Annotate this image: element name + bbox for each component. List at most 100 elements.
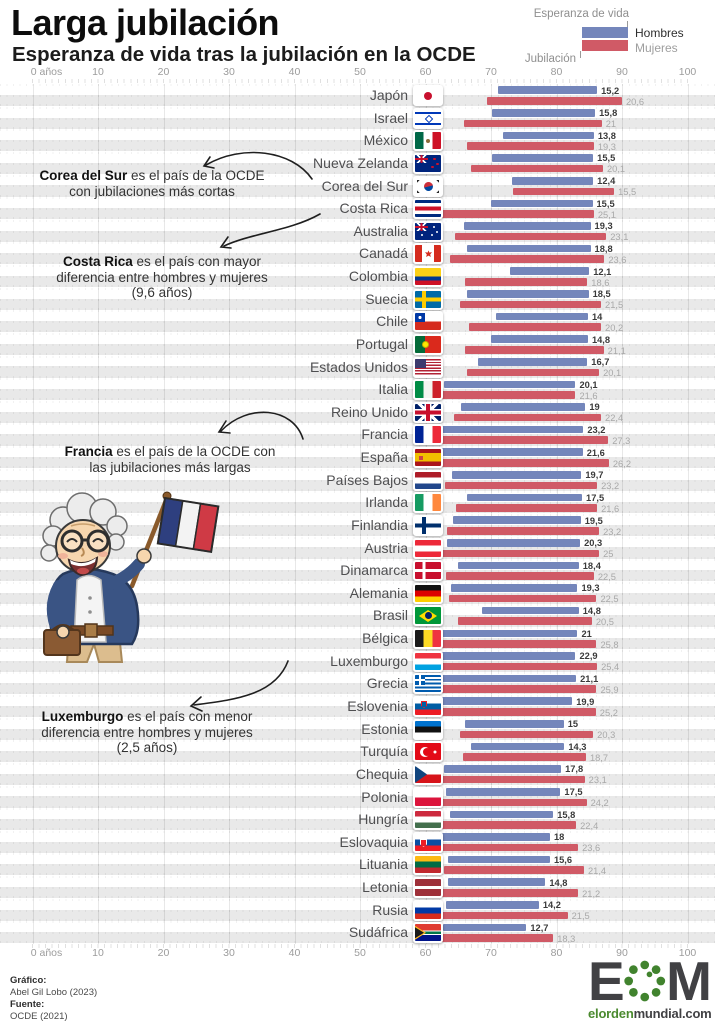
men-value-label: 19,5 (584, 515, 603, 526)
country-label: Dinamarca (340, 562, 408, 579)
axis-tick-bottom: 20 (157, 947, 170, 959)
country-row: Alemania 19,3 22,5 (0, 581, 715, 605)
country-row: Corea del Sur 12,4 15,5 (0, 174, 715, 198)
row-band (0, 705, 715, 718)
minor-ticks-bottom (32, 944, 688, 948)
men-value-label: 15,8 (599, 108, 618, 119)
country-row: Hungría 15,8 22,4 (0, 808, 715, 831)
men-value-label: 12,1 (593, 266, 612, 277)
axis-tick-top: 90 (616, 66, 628, 78)
row-band (0, 773, 715, 785)
axis-tick-bottom: 80 (550, 947, 563, 959)
men-bar (443, 923, 527, 932)
legend: Esperanza de vida Hombres Mujeres Jubila… (0, 0, 715, 70)
annotation-bold: Costa Rica (62, 254, 133, 269)
annotation-text: es el país con mayor diferencia entre ho… (56, 254, 268, 301)
country-label: Costa Rica (339, 200, 408, 217)
women-value-label: 21,6 (601, 503, 620, 514)
men-bar (431, 425, 584, 434)
women-value-label: 23,6 (608, 255, 627, 265)
men-bar (491, 335, 588, 343)
annotation-text: es el país de la OCDE con las jubilacion… (89, 444, 276, 475)
country-label: Italia (378, 381, 408, 398)
men-value-label: 19,3 (581, 583, 600, 594)
flag-brasil-icon (413, 605, 443, 627)
women-bar (465, 278, 588, 286)
flag-belgica-icon (413, 628, 443, 650)
men-bar (449, 810, 554, 819)
men-value-label: 21,6 (586, 447, 605, 458)
women-value-label: 23,2 (601, 481, 620, 492)
men-value-label: 20,1 (579, 379, 598, 390)
flag-hungria-icon (413, 809, 443, 831)
men-bar (465, 720, 564, 728)
row-band (0, 615, 715, 627)
row-band (0, 638, 715, 650)
row-band (0, 321, 715, 333)
country-label: Francia (361, 426, 408, 443)
women-bar (457, 617, 592, 626)
women-bar (430, 662, 598, 671)
flag-dinamarca-icon (413, 560, 443, 582)
men-bar (477, 357, 588, 366)
country-label: Estados Unidos (309, 358, 408, 375)
women-value-label: 25,4 (601, 662, 620, 673)
women-bar (429, 821, 577, 829)
women-bar (426, 685, 597, 693)
women-value-label: 20,6 (626, 96, 645, 107)
men-bar (425, 652, 576, 660)
country-row: Eslovaquia 18 23,6 (0, 830, 715, 854)
axis-tick-bottom: 30 (223, 947, 235, 959)
men-value-label: 18 (553, 832, 565, 843)
women-bar (455, 504, 598, 512)
men-value-label: 17,5 (586, 492, 605, 503)
men-bar (452, 471, 582, 479)
flag-irlanda-icon (413, 492, 443, 514)
men-value-label: 12,7 (530, 922, 549, 933)
women-value-label: 26,2 (612, 458, 631, 469)
women-bar (439, 889, 579, 897)
flag-sudafrica-icon (413, 922, 443, 944)
country-label: Israel (373, 109, 408, 126)
country-row: España 21,6 26,2 (0, 446, 715, 469)
women-bar (445, 481, 598, 490)
row-band (0, 524, 715, 537)
credit-graphic-label: Gráfico: (10, 975, 47, 986)
women-bar (433, 775, 585, 784)
flag-corea-del-sur-icon (413, 175, 443, 197)
women-value-label: 19,3 (597, 141, 616, 152)
men-bar (447, 855, 550, 864)
men-value-label: 18,8 (594, 244, 613, 254)
axis-tick-top: 0 años (30, 66, 63, 78)
country-row: Finlandia 19,5 23,2 (0, 513, 715, 537)
flag-italia-icon (413, 379, 443, 401)
men-value-label: 20,3 (584, 538, 603, 549)
women-bar (468, 323, 602, 331)
row-band (0, 728, 715, 740)
country-row: Letonia 14,8 21,2 (0, 876, 715, 899)
women-bar (454, 413, 602, 422)
annotation-text: es el país con menor diferencia entre ho… (41, 709, 253, 756)
women-value-label: 20,5 (595, 617, 614, 628)
men-value-label: 13,8 (597, 130, 616, 141)
axis-tick-bottom: 0 años (30, 947, 63, 959)
women-value-label: 25,8 (600, 639, 619, 650)
women-bar (446, 572, 594, 580)
row-band (0, 389, 715, 401)
country-label: Luxemburgo (330, 652, 408, 669)
country-label: Irlanda (365, 494, 408, 511)
men-bar (445, 901, 539, 909)
row-band (0, 683, 715, 695)
men-bar (447, 538, 581, 547)
men-bar (509, 267, 590, 276)
women-value-label: 22,5 (600, 594, 619, 605)
men-value-label: 16,7 (591, 357, 610, 368)
row-band (0, 502, 715, 514)
country-row: Portugal 14,8 21,1 (0, 332, 715, 356)
women-bar (423, 843, 579, 852)
women-value-label: 21,4 (588, 866, 607, 876)
logo-url-dark: mundial.com (633, 1006, 712, 1021)
country-label: Finlandia (351, 516, 408, 533)
credit-graphic-value: Abel Gil Lobo (2023) (10, 987, 98, 998)
